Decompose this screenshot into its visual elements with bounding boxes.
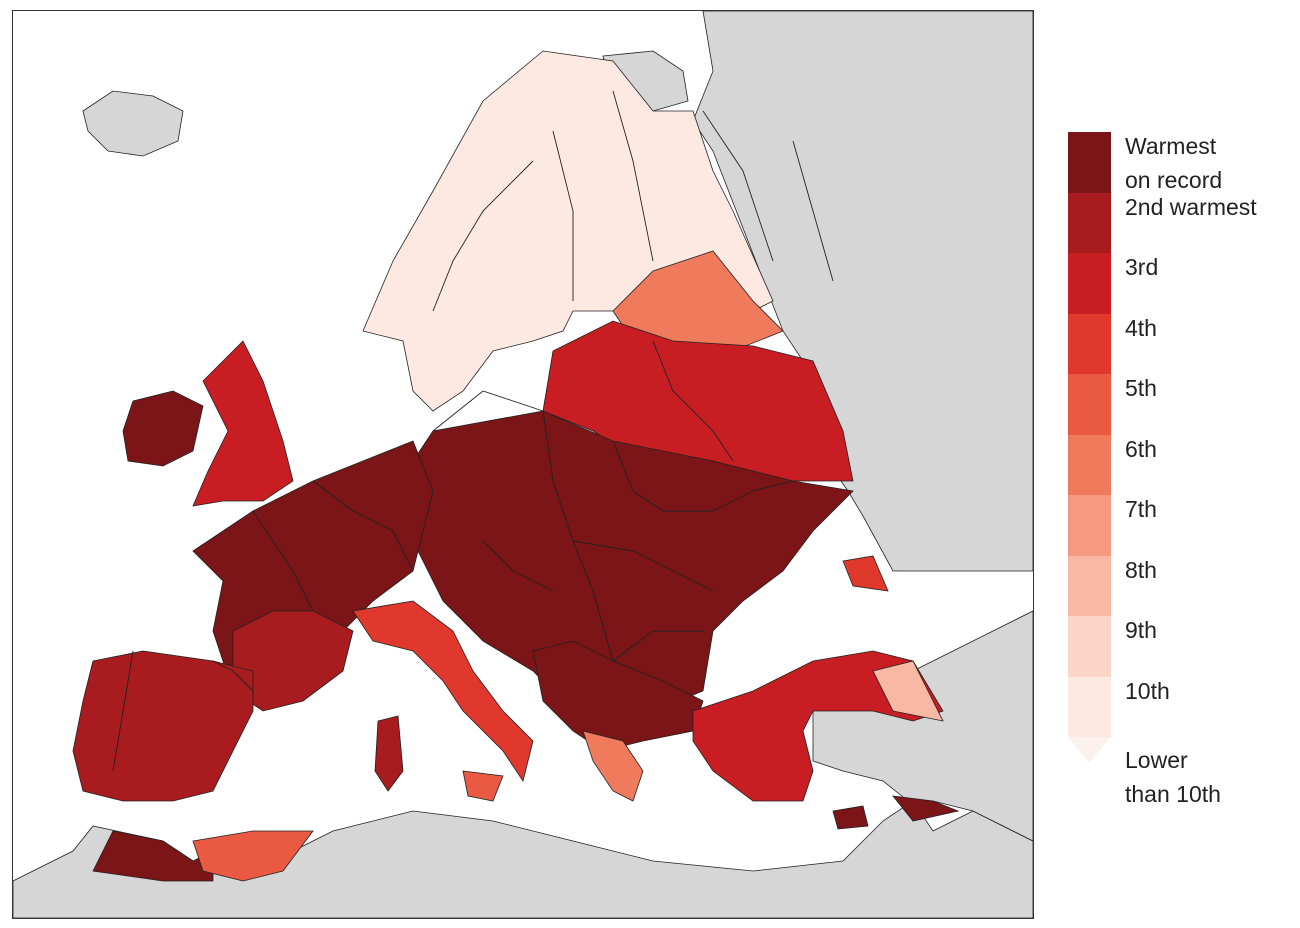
italy (352, 600, 534, 782)
map-canvas (13, 11, 1033, 918)
legend-swatch-rank-2 (1068, 192, 1111, 254)
legend: Warmest on record 2nd warmest 3rd 4th 5th 6th 7… (1068, 132, 1293, 832)
legend-swatch-rank-4 (1068, 313, 1111, 375)
country-borders (112, 90, 834, 772)
legend-swatch-rank-6 (1068, 434, 1111, 496)
legend-label-rank-4: 4th (1125, 314, 1157, 341)
iceland (82, 90, 184, 157)
legend-label-rank-10: 10th (1125, 677, 1170, 704)
turkey-east (872, 660, 944, 722)
uk (192, 340, 294, 507)
legend-label-lower: than 10th (1125, 781, 1221, 807)
legend-label-rank-1: on record (1125, 167, 1223, 193)
legend-label-rank-2: 2nd warmest (1125, 193, 1257, 220)
legend-swatch-rank-7 (1068, 495, 1111, 556)
corsica-sardinia (374, 715, 404, 792)
legend-label-rank-8: 8th (1125, 556, 1157, 583)
legend-label-rank-1: Warmest (1125, 133, 1217, 159)
greece (582, 730, 644, 802)
iberia (72, 650, 254, 802)
legend-swatch-rank-9 (1068, 616, 1111, 677)
legend-swatch-rank-3 (1068, 253, 1111, 314)
legend-swatch-rank-10 (1068, 676, 1111, 738)
turkey (692, 650, 944, 802)
legend-label-rank-5: 5th (1125, 375, 1157, 401)
europe-temperature-rank-map (12, 10, 1034, 919)
central-europe (392, 410, 854, 732)
cyprus (832, 805, 869, 830)
ranked-land (72, 50, 960, 882)
algeria-gradient (192, 830, 314, 882)
legend-swatch-rank-1 (1068, 132, 1111, 193)
legend-label-rank-6: 6th (1125, 435, 1157, 462)
legend-swatch-rank-8 (1068, 555, 1111, 617)
legend-label-lower: Lower (1125, 747, 1188, 773)
legend-label-rank-3: 3rd (1125, 254, 1159, 280)
legend-label-rank-7: 7th (1125, 496, 1157, 522)
no-data-land (13, 11, 1033, 918)
ireland (122, 390, 204, 467)
legend-swatch-rank-5 (1068, 374, 1111, 435)
syria-corner (892, 795, 960, 822)
eastern-europe (542, 320, 854, 482)
sicily (462, 770, 504, 802)
legend-label-rank-9: 9th (1125, 617, 1157, 643)
crimea-caucasus (842, 555, 889, 592)
legend-lower-arrow (1068, 737, 1111, 763)
